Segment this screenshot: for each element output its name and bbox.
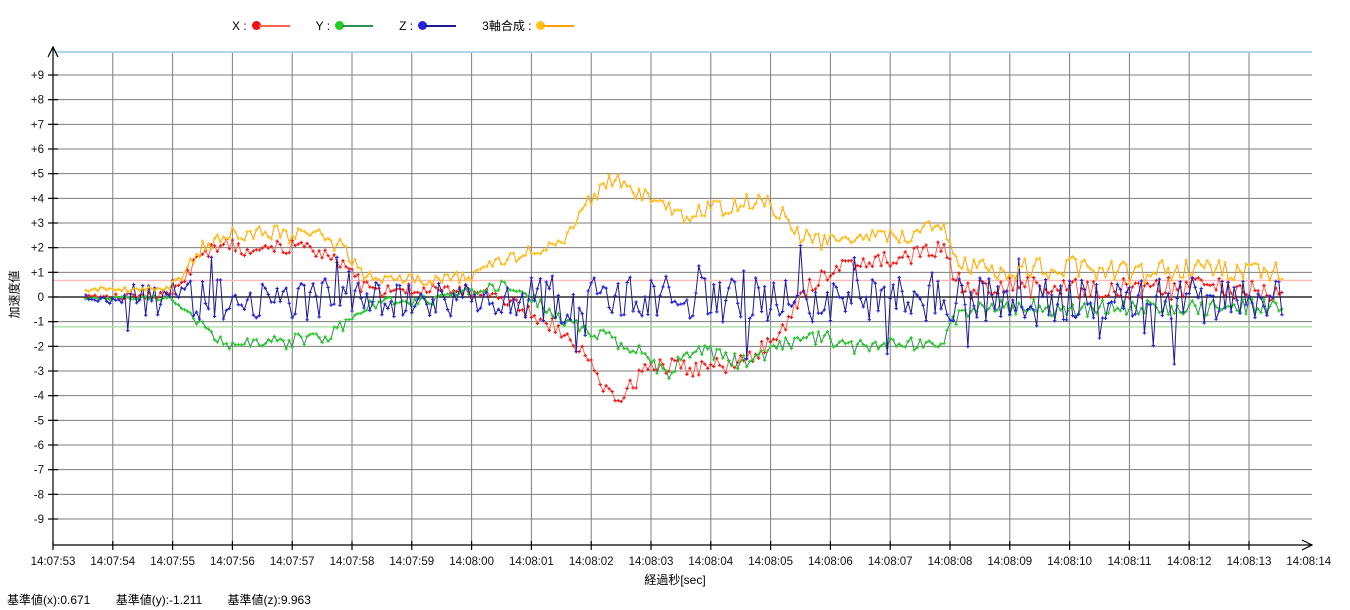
legend-y-dot-icon	[335, 21, 345, 30]
y-tick-label: -4	[34, 391, 45, 403]
y-tick-label: +4	[31, 193, 45, 205]
legend-composite-line-icon	[543, 24, 575, 27]
legend-z-dot-icon	[418, 21, 428, 30]
x-tick-label: 14:08:13	[1227, 556, 1272, 568]
x-tick-label: 14:07:53	[31, 556, 76, 568]
x-tick-label: 14:08:01	[509, 556, 554, 568]
y-tick-label: -6	[34, 440, 44, 452]
y-tick-label: -2	[34, 341, 44, 353]
x-tick-label: 14:08:08	[928, 556, 973, 568]
series-markers-Z	[84, 243, 1284, 366]
x-tick-label: 14:08:00	[449, 556, 494, 568]
x-tick-label: 14:07:54	[90, 556, 135, 568]
legend-x-line-icon	[258, 24, 290, 27]
x-tick-label: 14:08:05	[748, 556, 793, 568]
reference-values-footer: 基準値(x):0.671 基準値(y):-1.211 基準値(z):9.963	[7, 591, 333, 608]
x-tick-label: 14:07:57	[270, 556, 315, 568]
y-tick-label: +2	[31, 243, 44, 255]
series-markers-X	[84, 237, 1284, 404]
y-tick-label: +9	[31, 70, 44, 82]
reference-value-x: 基準値(x):0.671	[7, 593, 91, 607]
x-tick-label: 14:08:14	[1286, 556, 1331, 568]
series-markers-Y	[84, 279, 1284, 381]
series-line-Y	[85, 280, 1283, 380]
legend-label-composite: 3軸合成 :	[482, 19, 532, 33]
legend-item-x: X :	[232, 19, 290, 33]
x-tick-label: 14:08:12	[1167, 556, 1212, 568]
legend-composite-dot-icon	[536, 21, 546, 30]
legend-label-z: Z :	[399, 18, 414, 33]
y-tick-label: -1	[34, 317, 44, 329]
legend-label-x: X :	[232, 18, 247, 33]
y-axis-arrow-icon	[47, 45, 59, 58]
x-tick-label: 14:08:06	[808, 556, 853, 568]
x-tick-label: 14:07:59	[389, 556, 434, 568]
x-tick-label: 14:07:56	[210, 556, 255, 568]
legend-label-y: Y :	[315, 18, 331, 33]
y-tick-label: -8	[34, 489, 44, 501]
legend-x-dot-icon	[251, 21, 261, 30]
series-markers-3軸合成	[84, 172, 1284, 294]
x-tick-label: 14:07:58	[330, 556, 375, 568]
y-tick-label: +8	[31, 95, 44, 107]
legend-z-line-icon	[425, 24, 457, 27]
y-tick-label: -9	[34, 514, 44, 526]
x-tick-label: 14:08:04	[688, 556, 733, 568]
legend-item-z: Z :	[399, 18, 457, 33]
y-tick-label: -3	[34, 366, 44, 378]
x-tick-label: 14:08:11	[1107, 556, 1151, 568]
x-tick-label: 14:08:02	[569, 556, 614, 568]
x-tick-label: 14:08:09	[987, 556, 1032, 568]
chart-legend: X : Y : Z : 3軸合成 :	[232, 17, 600, 34]
legend-y-line-icon	[342, 24, 374, 27]
reference-value-z: 基準値(z):9.963	[227, 593, 311, 607]
y-tick-label: +5	[31, 169, 44, 181]
y-tick-label: +7	[31, 119, 44, 131]
x-axis-arrow-icon	[1301, 539, 1314, 551]
x-tick-label: 14:07:55	[150, 556, 195, 568]
y-tick-label: -7	[34, 465, 44, 477]
x-tick-label: 14:08:07	[868, 556, 913, 568]
reference-value-y: 基準値(y):-1.211	[115, 593, 203, 607]
legend-item-composite: 3軸合成 :	[482, 17, 575, 34]
y-tick-label: 0	[38, 292, 44, 304]
y-tick-label: +1	[31, 267, 44, 279]
x-tick-label: 14:08:03	[629, 556, 674, 568]
y-tick-label: +6	[31, 144, 44, 156]
y-tick-label: -5	[34, 415, 44, 427]
x-axis-title: 経過秒[sec]	[644, 573, 706, 587]
y-tick-label: +3	[31, 218, 44, 230]
x-tick-label: 14:08:10	[1047, 556, 1092, 568]
y-axis-title: 加速度値	[7, 270, 22, 319]
legend-item-y: Y :	[315, 18, 374, 33]
